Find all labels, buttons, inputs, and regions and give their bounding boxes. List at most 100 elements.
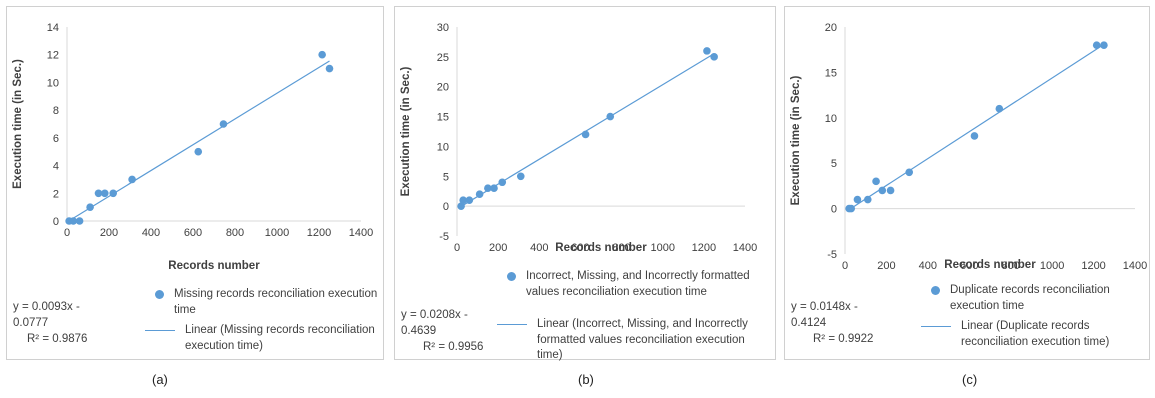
chart-c-y-axis-title: Execution time (in Sec.) xyxy=(790,75,802,205)
chart-c-data-point xyxy=(970,132,979,140)
chart-b-x-axis-title: Records number xyxy=(555,242,647,254)
chart-a-x-axis-title: Records number xyxy=(168,260,260,272)
chart-b-svg: -5 0 5 10 15 20 25 30 0 200 400 600 800 1000 1200 1400 R… xyxy=(400,22,757,254)
trendline-equation-a: y = 0.0093x - 0.0777 R² = 0.9876 xyxy=(13,299,103,347)
chart-c-y-tick-label: -5 xyxy=(827,249,837,261)
chart-c-y-tick-label: 0 xyxy=(831,204,837,216)
chart-a-data-point xyxy=(75,217,84,225)
chart-b-y-axis-title: Execution time (in Sec.) xyxy=(400,66,412,196)
chart-b-y-tick-label: 10 xyxy=(437,141,449,153)
chart-b-x-tick-label: 600 xyxy=(571,242,589,254)
legend-trendline-label-c: Linear (Duplicate records reconciliation… xyxy=(961,320,1110,348)
legend-line-icon xyxy=(921,326,951,327)
chart-a-data-point xyxy=(101,189,109,198)
chart-a-data-point xyxy=(86,203,94,211)
chart-a-y-tick-label: 4 xyxy=(53,161,59,173)
chart-b-x-tick-label: 800 xyxy=(612,242,630,254)
chart-c-data-point xyxy=(1092,41,1101,49)
chart-c-y-tick-label: 20 xyxy=(825,22,837,34)
legend-marker-icon xyxy=(155,290,164,299)
caption-a: (a) xyxy=(152,372,168,387)
trendline-equation-b: y = 0.0208x - 0.4639 R² = 0.9956 xyxy=(401,307,501,355)
chart-a-x-tick-label: 1400 xyxy=(349,227,373,239)
chart-c-data-point xyxy=(872,177,880,186)
chart-panel-c: -5 0 5 10 15 20 0 200 400 600 800 1000 1200 1400 Recor… xyxy=(784,6,1150,360)
equation-text-c: y = 0.0148x - 0.4124 xyxy=(791,301,858,329)
caption-c: (c) xyxy=(962,372,978,387)
chart-a-y-tick-label: 0 xyxy=(53,216,59,228)
chart-b-y-tick-label: 20 xyxy=(437,82,449,94)
chart-c-data-point xyxy=(905,168,914,177)
r2-text-b: R² = 0.9956 xyxy=(423,341,484,353)
chart-a-y-tick-label: 10 xyxy=(47,77,59,89)
chart-a-data-point xyxy=(318,50,326,59)
chart-b-data-point xyxy=(498,178,507,187)
legend-trendline-label-a: Linear (Missing records reconciliation e… xyxy=(185,324,375,352)
chart-b-data-point xyxy=(703,47,711,55)
chart-b-data-point xyxy=(606,112,615,121)
chart-c-data-point xyxy=(853,195,862,204)
legend-trendline-a: Linear (Missing records reconciliation e… xyxy=(145,323,383,354)
chart-c-x-tick-label: 600 xyxy=(960,260,978,272)
chart-b-y-tick-label: 30 xyxy=(437,22,449,34)
chart-b-x-tick-label: 0 xyxy=(454,242,460,254)
chart-b-y-tick-label: -5 xyxy=(439,231,449,243)
chart-a-y-tick-label: 12 xyxy=(47,50,59,62)
chart-b-data-point xyxy=(465,196,474,204)
chart-a-data-point xyxy=(194,147,203,156)
chart-a-x-tick-label: 200 xyxy=(100,227,118,239)
chart-a-y-tick-label: 6 xyxy=(53,133,59,145)
chart-c-y-tick-label: 5 xyxy=(831,158,837,170)
chart-c-x-tick-label: 200 xyxy=(877,260,895,272)
chart-b-y-tick-label: 0 xyxy=(443,201,449,213)
chart-a-data-point xyxy=(128,175,136,184)
chart-panel-a: 0 2 4 6 8 10 12 14 0 200 400 600 800 1000 1200 1400 Reco… xyxy=(6,6,384,360)
chart-b-x-tick-label: 200 xyxy=(489,242,507,254)
chart-b-x-tick-label: 400 xyxy=(530,242,548,254)
chart-c-trendline xyxy=(848,43,1105,211)
chart-b-y-tick-label: 5 xyxy=(443,171,449,183)
chart-b-data-point xyxy=(484,184,492,193)
chart-c-y-tick-label: 10 xyxy=(825,113,837,125)
chart-c-data-point xyxy=(1100,41,1108,49)
legend-trendline-c: Linear (Duplicate records reconciliation… xyxy=(921,319,1147,350)
chart-a-data-point xyxy=(94,189,103,198)
legend-series-a: Missing records reconciliation execution… xyxy=(155,287,383,318)
chart-a-x-tick-label: 1000 xyxy=(265,227,289,239)
chart-a-y-tick-label: 8 xyxy=(53,105,59,117)
legend-series-label-b: Incorrect, Missing, and Incorrectly form… xyxy=(526,270,750,298)
chart-b-data-point xyxy=(581,130,590,139)
chart-a-data-point xyxy=(325,64,334,73)
chart-b-data-point xyxy=(475,190,484,198)
chart-c-data-point xyxy=(886,186,895,195)
chart-c-x-tick-label: 1200 xyxy=(1081,260,1105,272)
chart-b-x-tick-label: 1400 xyxy=(733,242,757,254)
chart-a-x-tick-label: 800 xyxy=(226,227,244,239)
chart-a-x-tick-label: 1200 xyxy=(307,227,331,239)
chart-b-data-point xyxy=(459,196,467,204)
chart-b-data-point xyxy=(457,202,465,210)
chart-a-x-tick-label: 600 xyxy=(184,227,202,239)
chart-c-x-axis-title: Records number xyxy=(944,259,1036,271)
chart-a-y-tick-label: 14 xyxy=(47,22,59,34)
legend-series-b: Incorrect, Missing, and Incorrectly form… xyxy=(507,269,773,300)
legend-marker-icon xyxy=(931,286,940,295)
trendline-equation-c: y = 0.0148x - 0.4124 R² = 0.9922 xyxy=(791,299,891,347)
legend-series-label-a: Missing records reconciliation execution… xyxy=(174,288,378,316)
chart-a-data-point xyxy=(109,189,117,198)
equation-text-b: y = 0.0208x - 0.4639 xyxy=(401,309,468,337)
legend-series-label-c: Duplicate records reconciliation executi… xyxy=(950,284,1110,312)
caption-b: (b) xyxy=(578,372,594,387)
chart-a-trendline xyxy=(68,60,330,222)
legend-line-icon xyxy=(497,324,527,325)
chart-a-data-point xyxy=(219,120,228,128)
chart-b-x-tick-label: 1000 xyxy=(650,242,674,254)
chart-a-y-tick-label: 2 xyxy=(53,188,59,200)
chart-c-x-tick-label: 800 xyxy=(1002,260,1020,272)
chart-b-y-tick-label: 25 xyxy=(437,52,449,64)
chart-c-data-point xyxy=(995,104,1004,113)
chart-b-data-point xyxy=(710,53,718,61)
chart-a-y-axis-title: Execution time (in Sec.) xyxy=(12,59,24,189)
legend-trendline-label-b: Linear (Incorrect, Missing, and Incorrec… xyxy=(537,318,748,361)
